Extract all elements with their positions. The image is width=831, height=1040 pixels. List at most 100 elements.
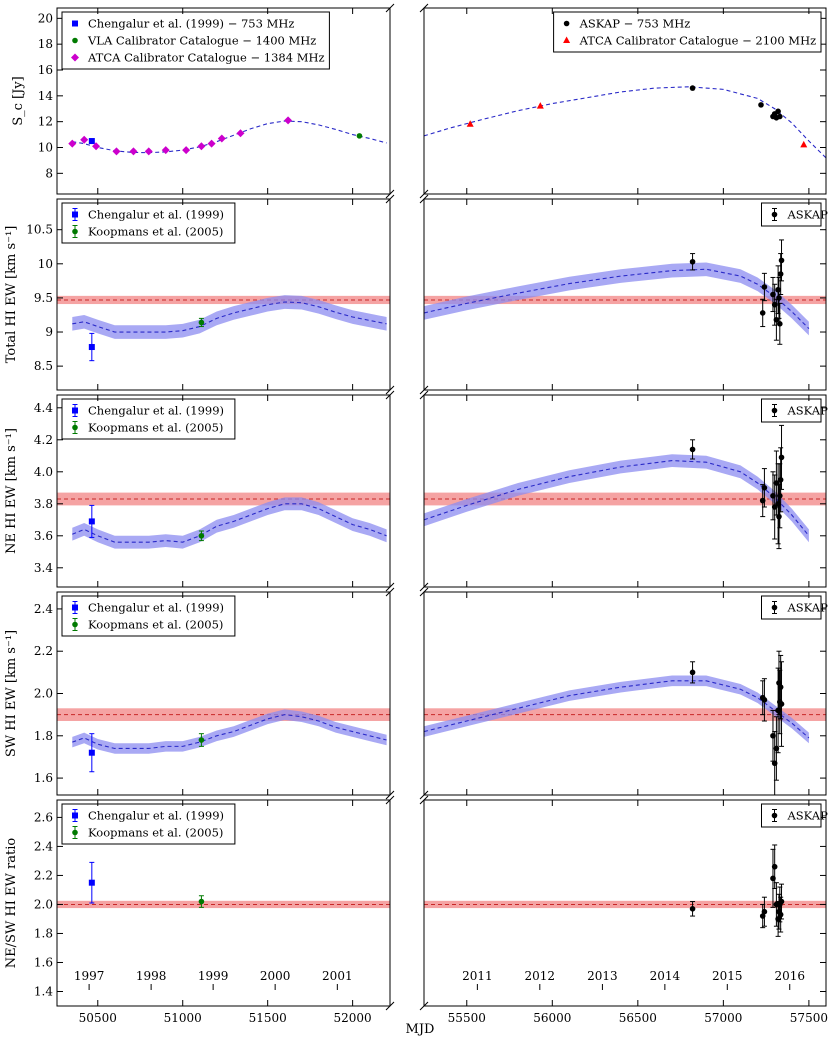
year-tick-label: 2016 xyxy=(774,969,805,983)
legend-box xyxy=(61,11,330,70)
y-tick-label: 20 xyxy=(38,11,53,25)
axis-break-mark xyxy=(385,3,395,13)
y-tick-label: 9 xyxy=(45,325,53,339)
legend: ASKAP − 753 MHz ATCA Calibrator Catalogue… xyxy=(553,11,822,53)
data-point xyxy=(198,319,205,326)
y-tick-label: 10 xyxy=(38,141,53,155)
y-tick-label: 2.2 xyxy=(34,868,53,882)
x-tick-label: 52000 xyxy=(334,1011,372,1025)
axis-frame xyxy=(423,198,827,391)
legend-marker xyxy=(71,53,79,62)
legend-marker xyxy=(771,211,778,218)
y-tick-label: 4.2 xyxy=(34,433,53,447)
axis-break-mark xyxy=(419,385,429,395)
legend-label: VLA Calibrator Catalogue − 1400 MHz xyxy=(87,34,316,48)
legend-label: Chengalur et al. (1999) xyxy=(88,208,224,222)
data-point xyxy=(197,142,206,151)
legend-marker xyxy=(563,36,571,43)
axis-break-mark xyxy=(385,194,395,204)
data-point xyxy=(466,120,474,127)
data-point xyxy=(778,454,785,461)
data-point xyxy=(144,147,153,156)
data-point xyxy=(777,271,784,277)
legend-label: Koopmans et al. (2005) xyxy=(88,826,223,840)
x-tick-label: 57500 xyxy=(790,1011,828,1025)
axis-break-mark xyxy=(419,189,429,199)
panel-ne: 3.4 3.6 3.8 4.0 4.2 4.4 NE HI EW [km s⁻¹] Cheng… xyxy=(4,390,829,592)
data-point xyxy=(161,146,170,155)
legend-label: ATCA Calibrator Catalogue − 2100 MHz xyxy=(579,34,817,48)
x-tick-label: 55500 xyxy=(448,1011,486,1025)
data-point xyxy=(776,513,782,520)
axis-break-mark xyxy=(385,1001,395,1011)
legend-marker xyxy=(72,621,78,628)
legend-label: ASKAP xyxy=(787,601,829,615)
plot-area-l xyxy=(57,708,390,773)
y-axis-label: SW HI EW [km s⁻¹] xyxy=(4,630,19,757)
x-tick-label: 51500 xyxy=(249,1011,287,1025)
data-point xyxy=(68,139,77,148)
year-tick-label: 1999 xyxy=(198,969,229,983)
legend: Chengalur et al. (1999) Koopmans et al. (… xyxy=(61,398,236,440)
panel-sw: 1.6 1.8 2.0 2.2 2.4 SW HI EW [km s⁻¹] Chengalu… xyxy=(4,587,829,800)
axis-frame xyxy=(423,799,827,1007)
fit-line xyxy=(72,120,387,154)
fit-band xyxy=(424,454,809,543)
legend: ASKAP xyxy=(761,595,829,620)
legend-marker xyxy=(72,407,78,414)
fit-band xyxy=(72,295,387,339)
y-tick-label: 10 xyxy=(38,257,53,271)
data-point xyxy=(777,911,784,918)
legend-label: ASKAP xyxy=(787,404,829,418)
data-point xyxy=(536,102,544,109)
legend: Chengalur et al. (1999) Koopmans et al. (… xyxy=(61,202,236,244)
data-point xyxy=(761,697,768,703)
legend-box xyxy=(553,11,822,53)
data-point xyxy=(777,477,784,483)
data-point xyxy=(129,147,138,156)
axis-break-mark xyxy=(385,582,395,592)
data-point xyxy=(356,133,363,139)
data-point xyxy=(198,533,205,539)
legend-marker xyxy=(72,604,78,611)
mean-band xyxy=(57,295,390,305)
legend-label: ASKAP − 753 MHz xyxy=(579,17,691,31)
legend-label: Chengalur et al. (1999) xyxy=(88,404,224,418)
data-point xyxy=(759,310,766,316)
mean-band xyxy=(57,900,390,909)
data-point xyxy=(775,108,781,115)
axis-break-mark xyxy=(419,587,429,597)
data-point xyxy=(80,135,89,144)
legend-box xyxy=(61,803,236,845)
year-tick-label: 2013 xyxy=(587,969,618,983)
plot-area-l xyxy=(57,861,390,909)
data-point xyxy=(92,142,101,151)
legend-label: Chengalur et al. (1999) xyxy=(88,601,224,615)
fit-line xyxy=(72,503,387,543)
fit-band xyxy=(424,262,809,336)
fit-band xyxy=(72,709,387,754)
year-tick-label: 2000 xyxy=(260,969,291,983)
year-tick-label: 2014 xyxy=(650,969,681,983)
axis-frame xyxy=(56,394,391,588)
legend-label: Chengalur et al. (1999) − 753 MHz xyxy=(88,17,294,31)
data-point xyxy=(88,879,95,886)
data-point xyxy=(775,286,781,293)
data-point xyxy=(182,146,191,155)
legend-marker xyxy=(771,812,778,819)
data-point xyxy=(761,908,768,915)
axis-break-mark xyxy=(385,790,395,800)
axis-break-mark xyxy=(419,194,429,204)
x-tick-label: 57000 xyxy=(704,1011,742,1025)
y-tick-label: 18 xyxy=(38,37,53,51)
y-tick-label: 9.5 xyxy=(34,291,53,305)
plot-area-r xyxy=(424,844,826,937)
data-point xyxy=(689,669,696,676)
legend-label: ASKAP xyxy=(787,809,829,823)
axis-break-mark xyxy=(385,390,395,400)
axis-frame xyxy=(423,394,827,588)
legend-marker xyxy=(72,228,78,235)
legend-marker xyxy=(563,20,570,27)
y-tick-label: 1.4 xyxy=(34,984,53,998)
data-point xyxy=(800,140,808,148)
